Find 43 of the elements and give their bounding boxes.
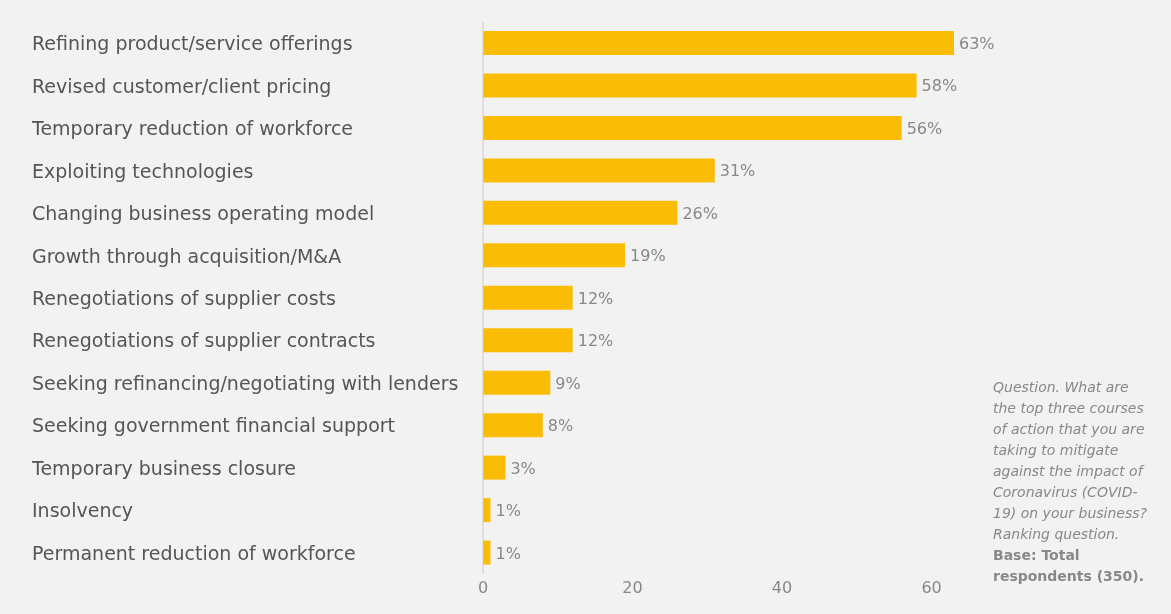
y-tick-label: Seeking government financial support (32, 414, 396, 437)
y-tick-label: Renegotiations of supplier contracts (32, 329, 376, 352)
bar (483, 200, 678, 225)
data-label: 26% (682, 203, 718, 223)
y-tick-label: Insolvency (32, 499, 134, 522)
data-label: 9% (555, 373, 581, 393)
x-tick-label: 0 (477, 578, 489, 598)
bar (483, 328, 573, 353)
x-tick-label: 20 (622, 578, 643, 598)
data-label: 1% (495, 501, 521, 521)
data-label: 8% (547, 416, 574, 436)
text: Base: Total respondents (350). (993, 546, 1146, 586)
data-label: 56% (906, 118, 943, 138)
text: Question. What are the top three courses of action that you are taking to mitigate against the impact of Coronavirus (COVID-19) on your business? Ranking question. (993, 378, 1148, 544)
bar (483, 455, 506, 480)
data-label: 31% (719, 161, 756, 181)
y-tick-label: Changing business operating model (32, 202, 375, 225)
y-tick-label: Revised customer/client pricing (32, 74, 332, 97)
y-tick-label: Growth through acquisition/M&A (32, 244, 342, 267)
bar (483, 285, 573, 310)
data-label: 63% (959, 34, 995, 53)
data-label: 19% (630, 246, 666, 266)
bar (483, 158, 715, 183)
data-label: 12% (577, 288, 614, 308)
y-tick-label: Temporary reduction of workforce (31, 117, 354, 140)
x-tick-label: 60 (921, 578, 942, 598)
data-label: 1% (495, 543, 521, 563)
bar (483, 115, 902, 140)
y-tick-label: Permanent reduction of workforce (32, 541, 356, 564)
bar (483, 370, 551, 395)
bar (483, 413, 543, 438)
bar (483, 243, 626, 268)
bar (483, 31, 954, 55)
data-label: 12% (577, 331, 614, 351)
data-label: 58% (921, 76, 958, 96)
y-tick-label: Renegotiations of supplier costs (32, 287, 336, 309)
x-tick-label: 40 (771, 578, 793, 598)
data-label: 3% (510, 458, 536, 478)
y-tick-label: Exploiting technologies (32, 159, 254, 182)
bar (483, 73, 917, 98)
y-tick-label: Seeking refinancing/negotiating with lenders (32, 371, 459, 394)
y-tick-label: Temporary business closure (31, 456, 297, 479)
y-tick-label: Refining product/service offerings (32, 32, 353, 55)
